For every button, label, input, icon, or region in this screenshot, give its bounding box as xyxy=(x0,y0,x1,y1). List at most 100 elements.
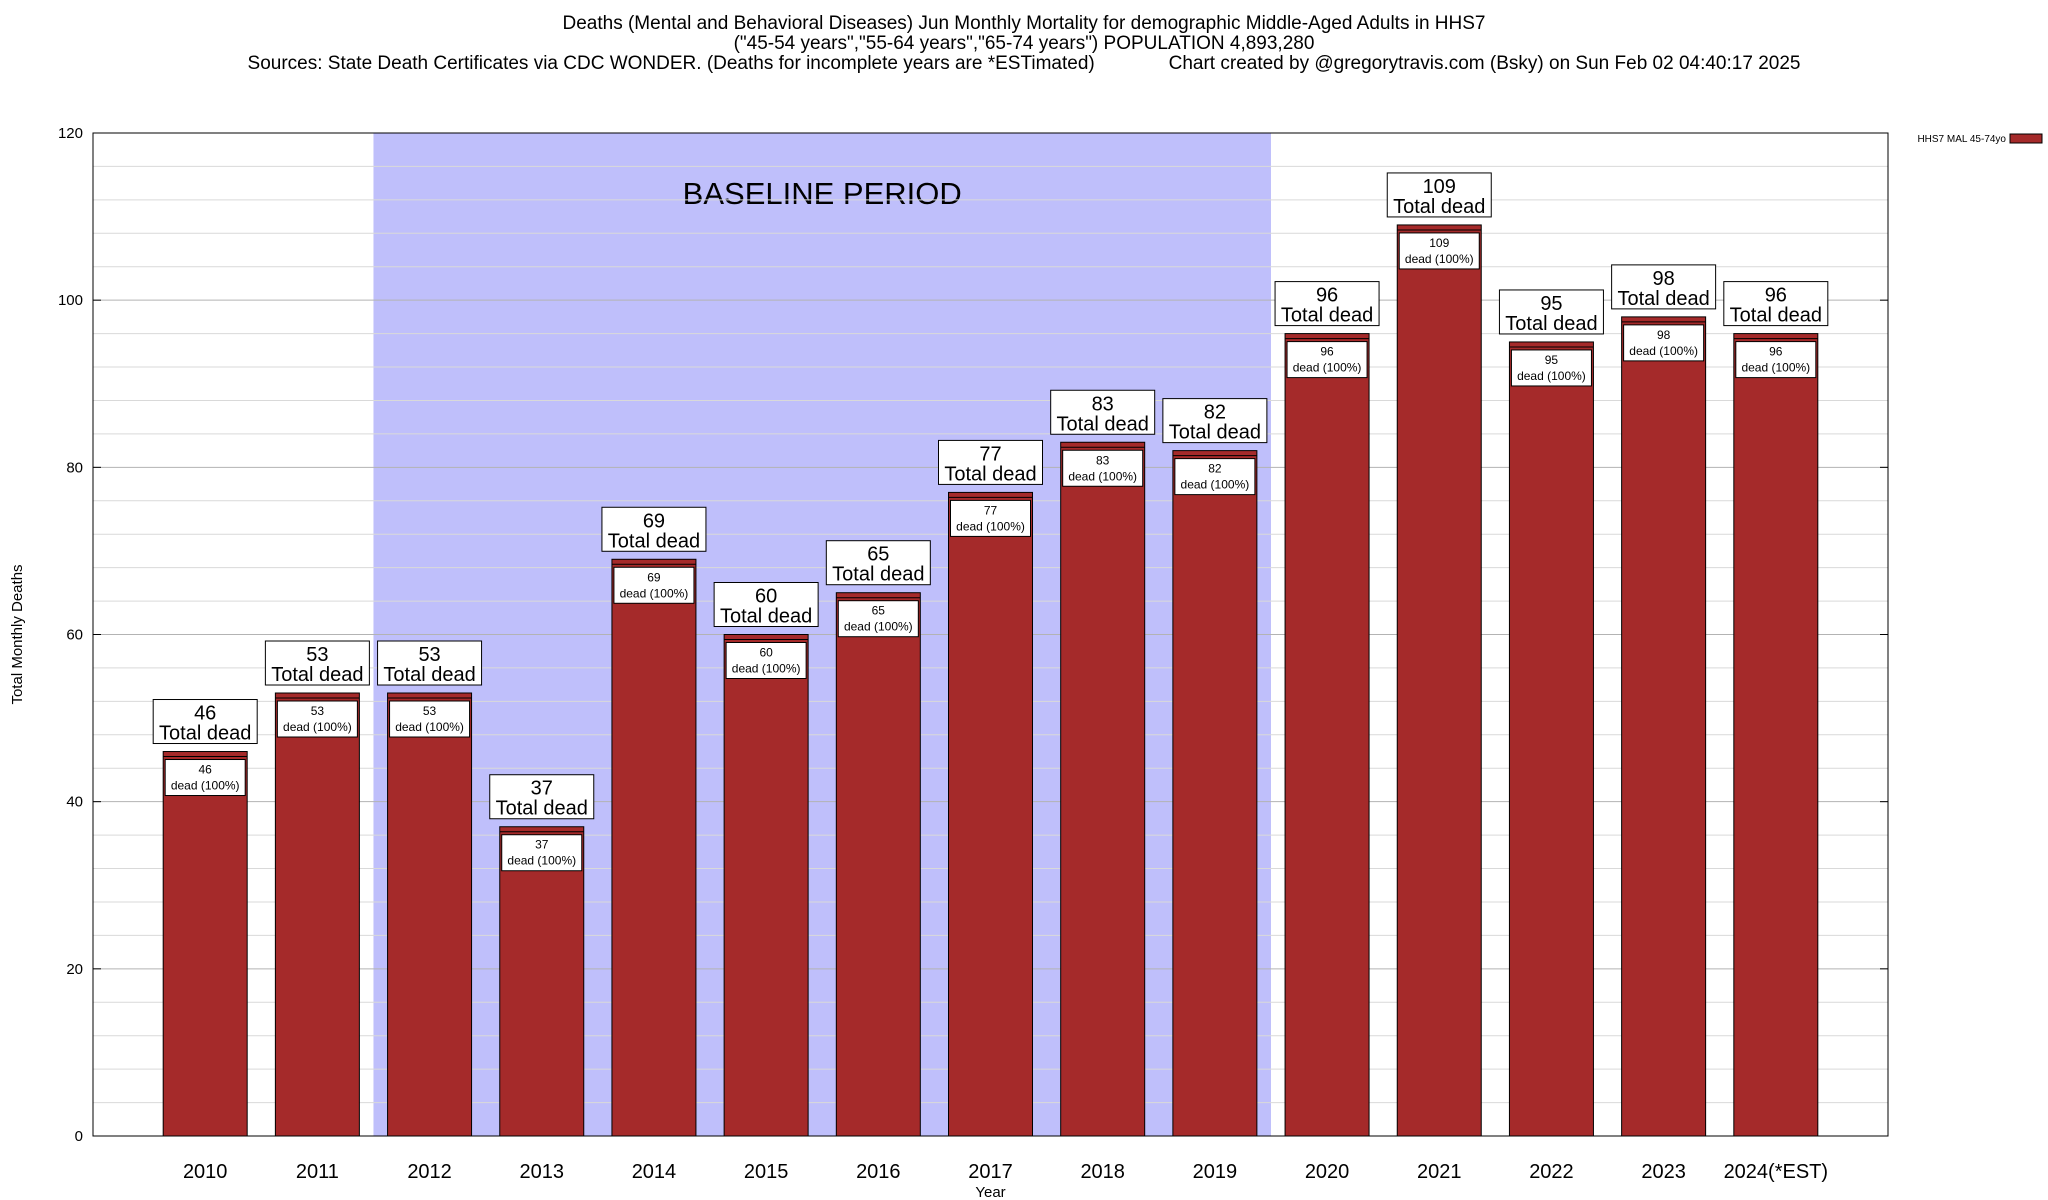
y-axis-title: Total Monthly Deaths xyxy=(9,564,26,704)
inner-label-text: dead (100%) xyxy=(844,620,913,634)
sources-text: Sources: State Death Certificates via CD… xyxy=(247,53,1095,74)
x-tick-label-2022: 2022 xyxy=(1529,1161,1574,1183)
y-tick-label: 100 xyxy=(58,292,83,309)
inner-label-value: 65 xyxy=(872,604,886,618)
top-label-text: Total dead xyxy=(383,664,475,686)
top-label-box xyxy=(1274,281,1380,327)
top-label-value: 46 xyxy=(194,703,216,725)
x-tick-label-2021: 2021 xyxy=(1417,1161,1462,1183)
x-axis-title: Year xyxy=(975,1184,1005,1200)
top-label-value: 65 xyxy=(867,544,889,566)
legend: HHS7 MAL 45-74yo xyxy=(1917,133,2043,145)
inner-label-box xyxy=(837,600,919,638)
y-tick-label: 80 xyxy=(66,459,83,476)
top-label-value: 82 xyxy=(1204,402,1226,424)
inner-label-text: dead (100%) xyxy=(732,662,801,676)
inner-label-box xyxy=(1398,232,1480,270)
legend-entry-label: HHS7 MAL 45-74yo xyxy=(1917,134,2006,145)
top-label-value: 69 xyxy=(643,510,665,532)
x-tick-label-2017: 2017 xyxy=(968,1161,1013,1183)
top-label-box xyxy=(601,506,707,552)
top-label-text: Total dead xyxy=(1281,305,1373,327)
top-label-box xyxy=(1050,389,1156,435)
inner-label-box xyxy=(1735,341,1817,379)
bar-2020 xyxy=(1284,333,1370,1137)
bar-2010 xyxy=(162,751,248,1137)
x-tick-label-2018: 2018 xyxy=(1080,1161,1125,1183)
inner-label-value: 95 xyxy=(1545,353,1559,367)
chart-title: Deaths (Mental and Behavioral Diseases) … xyxy=(562,13,1486,34)
top-label-value: 60 xyxy=(755,586,777,608)
inner-label-text: dead (100%) xyxy=(1068,469,1137,483)
bar-2016 xyxy=(835,592,921,1137)
inner-label-text: dead (100%) xyxy=(1517,369,1586,383)
y-tick-label: 0 xyxy=(75,1128,83,1145)
inner-label-box xyxy=(1510,349,1592,387)
inner-label-text: dead (100%) xyxy=(1181,478,1250,492)
top-label-text: Total dead xyxy=(944,463,1036,485)
x-tick-label-2015: 2015 xyxy=(744,1161,789,1183)
y-tick-label: 60 xyxy=(66,627,83,644)
top-label-value: 95 xyxy=(1540,293,1562,315)
top-label-box xyxy=(1498,289,1604,335)
x-tick-label-2012: 2012 xyxy=(407,1161,452,1183)
inner-label-text: dead (100%) xyxy=(1629,344,1698,358)
bar-2023 xyxy=(1621,316,1707,1137)
inner-label-box xyxy=(164,759,246,797)
top-label-box xyxy=(713,582,819,627)
bar-2018 xyxy=(1060,441,1146,1137)
bars xyxy=(162,224,1819,1137)
x-tick-label-2010: 2010 xyxy=(183,1161,228,1183)
bar-2011 xyxy=(274,692,360,1137)
inner-label-box xyxy=(1174,458,1256,496)
top-label-box xyxy=(1611,264,1717,310)
top-label-text: Total dead xyxy=(1393,196,1485,218)
top-label-text: Total dead xyxy=(271,664,363,686)
top-label-box xyxy=(152,699,258,745)
bar-2022 xyxy=(1508,341,1594,1137)
chart-titles: Deaths (Mental and Behavioral Diseases) … xyxy=(0,14,2048,74)
top-label-value: 98 xyxy=(1653,268,1675,290)
inner-label-box xyxy=(1286,341,1368,379)
inner-label-box xyxy=(613,566,695,604)
top-label-value: 83 xyxy=(1092,393,1114,415)
inner-label-text: dead (100%) xyxy=(1293,361,1362,375)
y-tick-label: 20 xyxy=(66,961,83,978)
x-tick-label-2020: 2020 xyxy=(1305,1161,1350,1183)
inner-label-value: 60 xyxy=(759,646,773,660)
top-label-text: Total dead xyxy=(1169,422,1261,444)
top-label-text: Total dead xyxy=(1730,305,1822,327)
inner-label-box xyxy=(1062,449,1144,487)
inner-label-box xyxy=(276,700,358,738)
bar-2012 xyxy=(387,692,473,1137)
top-label-box xyxy=(825,540,931,586)
inner-label-box xyxy=(725,642,807,679)
y-tick-label: 120 xyxy=(58,125,83,142)
x-tick-label-2024(*EST): 2024(*EST) xyxy=(1724,1161,1829,1183)
chart-subtitle: ("45-54 years","55-64 years","65-74 year… xyxy=(733,33,1315,54)
credit-text: Chart created by @gregorytravis.com (Bsk… xyxy=(1168,53,1801,74)
inner-label-value: 77 xyxy=(984,503,998,517)
top-label-value: 53 xyxy=(306,644,328,666)
inner-label-value: 37 xyxy=(535,838,549,852)
top-label-box xyxy=(489,774,595,820)
bar-2024(*EST) xyxy=(1733,333,1819,1137)
inner-label-value: 82 xyxy=(1208,462,1222,476)
top-label-text: Total dead xyxy=(608,530,700,552)
inner-label-box xyxy=(501,834,583,872)
inner-label-value: 53 xyxy=(311,704,325,718)
inner-label-box xyxy=(950,499,1031,537)
top-label-text: Total dead xyxy=(159,723,251,745)
top-label-value: 109 xyxy=(1423,176,1456,198)
top-label-text: Total dead xyxy=(1057,413,1149,435)
inner-label-text: dead (100%) xyxy=(395,720,464,734)
inner-label-text: dead (100%) xyxy=(956,519,1025,533)
inner-label-value: 53 xyxy=(423,704,437,718)
top-label-box xyxy=(938,439,1043,485)
x-tick-label-2011: 2011 xyxy=(296,1161,339,1183)
top-label-text: Total dead xyxy=(496,798,588,820)
inner-label-text: dead (100%) xyxy=(171,779,240,793)
top-label-value: 96 xyxy=(1316,285,1338,307)
bar-2019 xyxy=(1172,450,1258,1137)
inner-label-value: 96 xyxy=(1320,345,1334,359)
